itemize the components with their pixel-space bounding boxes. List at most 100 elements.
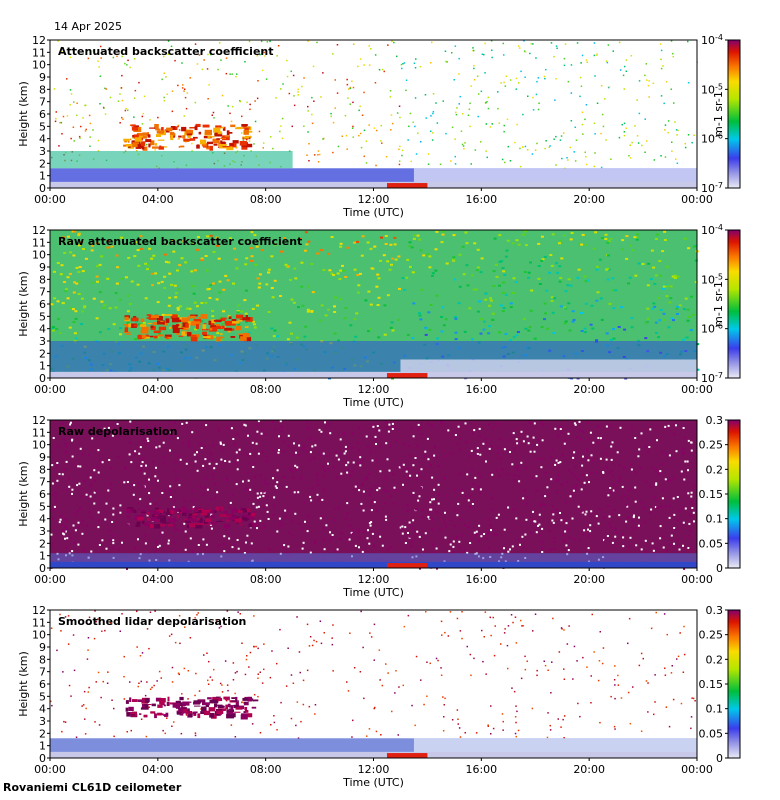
noise-pixel (682, 308, 686, 310)
signal-dot (687, 82, 690, 84)
noise-pixel (183, 499, 186, 502)
noise-pixel (251, 320, 255, 323)
noise-pixel (419, 249, 423, 252)
signal-dot (297, 737, 300, 739)
noise-pixel (171, 239, 175, 242)
cloud-pixel (220, 333, 223, 335)
signal-dot (536, 674, 538, 677)
signal-dot (512, 621, 514, 624)
noise-pixel (50, 533, 53, 536)
signal-dot (352, 719, 354, 722)
noise-pixel (354, 485, 357, 488)
signal-dot (78, 135, 81, 138)
noise-pixel (532, 436, 535, 439)
noise-pixel (622, 545, 625, 548)
noise-pixel (74, 513, 77, 516)
noise-pixel (522, 317, 526, 320)
signal-dot (549, 145, 551, 147)
cloud-pixel (243, 711, 246, 713)
noise-pixel (288, 321, 292, 324)
noise-pixel (662, 285, 666, 288)
noise-pixel (559, 239, 563, 242)
signal-dot (653, 713, 655, 716)
noise-pixel (588, 481, 590, 484)
noise-pixel (562, 540, 565, 543)
noise-pixel (259, 495, 262, 498)
noise-pixel (581, 511, 584, 514)
noise-pixel (163, 275, 167, 278)
noise-pixel (412, 527, 414, 530)
noise-pixel (83, 480, 85, 482)
noise-pixel (174, 528, 177, 531)
noise-pixel (424, 327, 428, 330)
noise-pixel (369, 524, 372, 527)
cloud-pixel (244, 127, 249, 131)
noise-pixel (298, 238, 302, 240)
signal-dot (373, 127, 376, 129)
noise-pixel (302, 541, 305, 544)
noise-pixel (562, 439, 565, 442)
noise-pixel (139, 235, 143, 238)
noise-pixel (501, 267, 505, 269)
signal-dot (163, 72, 166, 74)
noise-pixel (440, 330, 444, 333)
noise-pixel (69, 421, 72, 424)
signal-dot (515, 735, 517, 738)
noise-pixel (393, 236, 397, 239)
signal-dot (456, 107, 458, 109)
signal-dot (370, 48, 372, 50)
noise-pixel (140, 469, 143, 472)
noise-pixel (108, 529, 111, 532)
noise-pixel (507, 506, 510, 509)
noise-pixel (143, 472, 146, 475)
signal-dot (634, 125, 636, 127)
noise-pixel (379, 446, 382, 449)
noise-pixel (609, 338, 613, 341)
noise-pixel (229, 501, 232, 504)
signal-dot (629, 722, 632, 725)
cloud-pixel (192, 711, 197, 715)
noise-pixel (422, 548, 424, 551)
signal-dot (220, 625, 222, 628)
signal-dot (257, 647, 259, 650)
noise-pixel (244, 424, 247, 427)
noise-pixel (634, 471, 637, 474)
noise-pixel (151, 284, 154, 287)
signal-dot (507, 667, 509, 670)
cloud-pixel (164, 336, 168, 339)
noise-pixel (628, 276, 632, 279)
noise-pixel (306, 428, 309, 431)
noise-pixel (412, 464, 415, 467)
noise-pixel (51, 482, 54, 485)
noise-pixel (418, 312, 421, 315)
signal-dot (470, 674, 472, 677)
noise-pixel (237, 323, 241, 326)
signal-dot (73, 669, 76, 672)
noise-pixel (582, 455, 584, 458)
noise-pixel (555, 262, 559, 265)
noise-pixel (256, 527, 258, 530)
signal-dot (221, 691, 224, 693)
noise-pixel (212, 444, 215, 447)
noise-pixel (584, 302, 588, 305)
noise-pixel (380, 236, 383, 239)
signal-dot (373, 659, 375, 661)
cloud-pixel (138, 521, 141, 524)
noise-pixel (476, 447, 479, 450)
noise-pixel (604, 452, 607, 455)
signal-dot (505, 75, 508, 77)
noise-pixel (167, 261, 171, 264)
cloud-pixel (137, 335, 145, 339)
noise-pixel (371, 459, 374, 462)
signal-dot (514, 716, 517, 718)
cloud-pixel (182, 707, 187, 709)
colorbar (727, 39, 741, 189)
noise-pixel (566, 284, 570, 287)
noise-pixel (508, 439, 511, 442)
noise-pixel (448, 550, 451, 553)
signal-dot (239, 100, 241, 103)
signal-dot (430, 115, 432, 117)
y-tick-label: 1 (39, 740, 46, 753)
noise-pixel (284, 515, 287, 518)
noise-pixel (216, 244, 220, 247)
